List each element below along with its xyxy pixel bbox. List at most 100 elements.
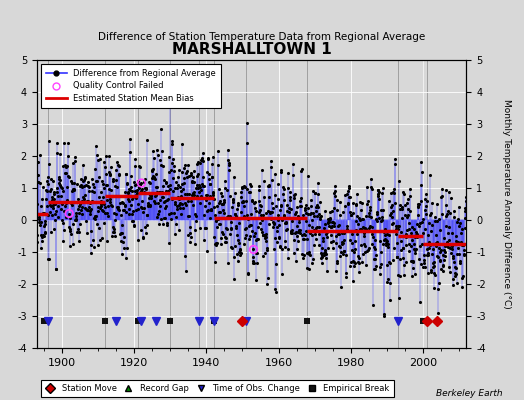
Point (297, 195, 305, 202)
Point (179, 194, 187, 201)
Point (352, 200, 360, 207)
Point (134, 237, 142, 244)
Point (111, 182, 119, 189)
Point (389, 257, 398, 264)
Point (230, 254, 238, 260)
Point (381, 237, 390, 243)
Point (210, 196, 219, 202)
Point (433, 201, 442, 207)
Point (94, 242, 102, 248)
Point (316, 214, 324, 220)
Point (34, 172, 42, 178)
Point (407, 229, 416, 236)
Point (296, 230, 304, 236)
Point (400, 272, 408, 279)
Point (403, 196, 412, 202)
Point (37, 218, 46, 225)
Point (313, 191, 322, 197)
Point (284, 254, 292, 261)
Point (397, 228, 406, 235)
Point (233, 206, 242, 212)
Point (190, 191, 198, 198)
Point (427, 228, 435, 234)
Point (451, 270, 459, 277)
Point (171, 185, 179, 191)
Point (172, 221, 181, 227)
Point (179, 186, 187, 192)
Point (289, 161, 298, 167)
Point (106, 172, 115, 178)
Point (357, 227, 366, 233)
Point (237, 209, 245, 216)
Point (131, 188, 139, 194)
Point (419, 230, 427, 236)
Point (254, 224, 262, 230)
Point (369, 233, 377, 240)
Point (156, 157, 165, 163)
Point (391, 161, 399, 168)
Point (196, 157, 205, 163)
Point (323, 268, 332, 274)
Point (136, 164, 144, 170)
Point (288, 215, 297, 221)
Point (87, 250, 95, 256)
Point (42, 196, 50, 202)
Point (207, 206, 215, 212)
Point (164, 182, 172, 189)
Point (431, 232, 440, 238)
Point (454, 245, 462, 251)
Point (112, 167, 121, 174)
Point (397, 247, 405, 254)
Point (267, 216, 276, 222)
Point (77, 176, 85, 182)
Point (69, 186, 78, 192)
Point (174, 202, 183, 208)
Point (421, 206, 430, 213)
Point (358, 216, 366, 222)
Point (115, 162, 123, 169)
Point (457, 241, 465, 247)
Point (79, 162, 87, 168)
Point (255, 198, 263, 204)
Point (90, 244, 98, 250)
Point (368, 231, 377, 237)
Point (36, 245, 45, 251)
Point (292, 258, 300, 264)
Point (174, 194, 182, 200)
Point (240, 213, 248, 220)
Point (302, 210, 310, 216)
Point (293, 204, 302, 211)
Point (295, 216, 303, 222)
Point (342, 223, 351, 230)
Point (208, 174, 216, 180)
Point (276, 242, 284, 249)
Point (429, 246, 438, 253)
Point (304, 172, 312, 179)
Point (416, 220, 424, 226)
Point (225, 162, 233, 168)
Point (443, 239, 451, 245)
Point (267, 214, 276, 221)
Point (390, 245, 398, 252)
Point (41, 187, 50, 193)
Point (175, 226, 183, 233)
Point (290, 195, 299, 201)
Point (383, 230, 391, 237)
Point (219, 201, 227, 207)
Point (345, 194, 353, 200)
Point (167, 167, 175, 173)
Point (128, 218, 136, 224)
Point (282, 220, 290, 226)
Point (169, 210, 178, 216)
Point (106, 199, 114, 205)
Point (153, 147, 161, 153)
Point (350, 263, 358, 269)
Point (66, 243, 74, 249)
Point (388, 221, 397, 228)
Point (372, 216, 380, 223)
Point (183, 174, 191, 180)
Point (37, 232, 46, 239)
Point (322, 251, 330, 257)
Point (100, 159, 108, 166)
Point (196, 160, 205, 166)
